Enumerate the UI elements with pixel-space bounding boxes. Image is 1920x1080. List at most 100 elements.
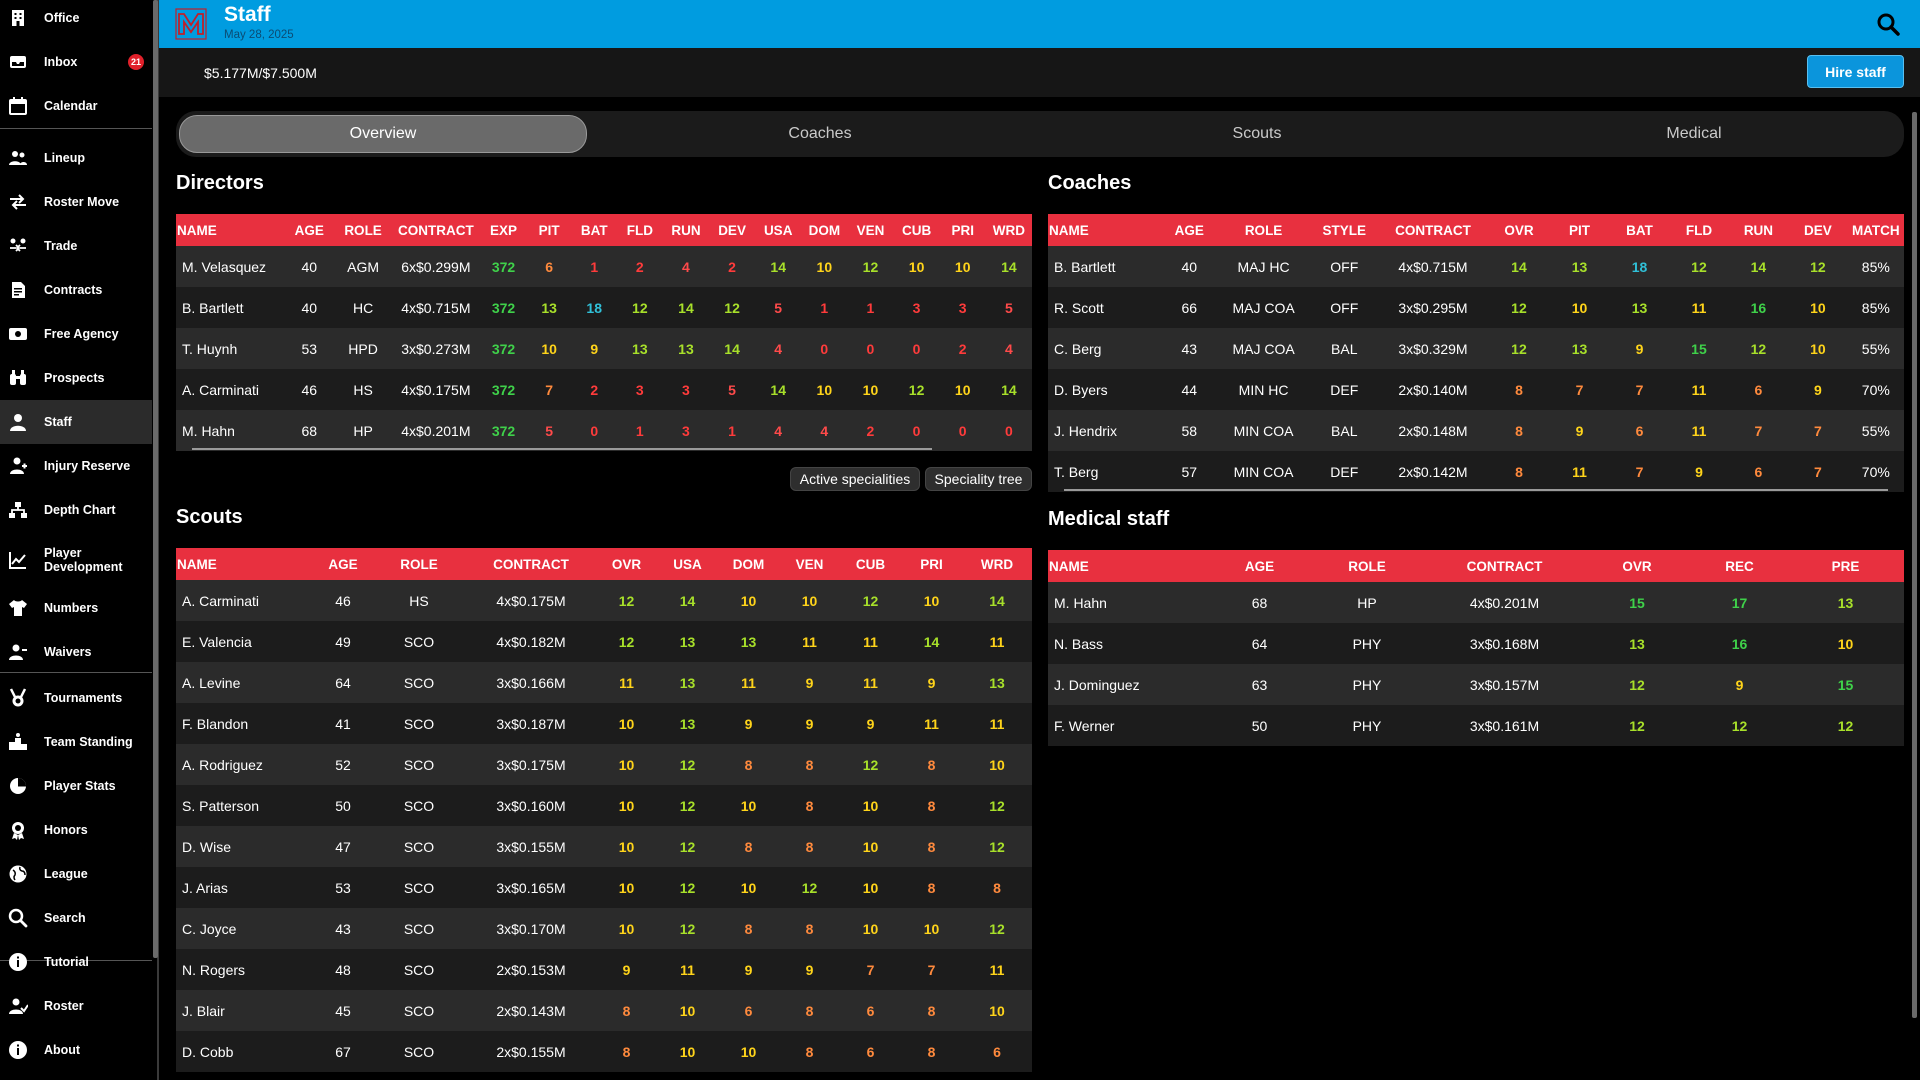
column-header-age[interactable]: AGE <box>314 548 372 580</box>
hire-staff-button[interactable]: Hire staff <box>1807 55 1904 88</box>
column-header-pit[interactable]: PIT <box>1549 214 1610 246</box>
column-header-run[interactable]: RUN <box>662 214 710 246</box>
sidebar-item-team-standing[interactable]: Team Standing <box>0 720 152 764</box>
column-header-match[interactable]: MATCH <box>1847 214 1904 246</box>
column-header-ven[interactable]: VEN <box>847 214 894 246</box>
table-row[interactable]: B. Bartlett 40 HC 4x$0.715M 372 13 18 12 14 12 5 1 1… <box>176 287 1032 328</box>
sidebar-item-honors[interactable]: Honors <box>0 808 152 852</box>
table-row[interactable]: D. Byers 44 MIN HC DEF 2x$0.140M 8 7 7 11 6 9 70% <box>1048 369 1904 410</box>
sidebar-item-calendar[interactable]: Calendar <box>0 84 152 128</box>
column-header-dev[interactable]: DEV <box>1788 214 1848 246</box>
table-row[interactable]: A. Carminati 46 HS 4x$0.175M 12 14 10 10 12 10 14 <box>176 580 1032 621</box>
table-row[interactable]: M. Hahn 68 HP 4x$0.201M 15 17 13 <box>1048 582 1904 623</box>
table-row[interactable]: J. Blair 45 SCO 2x$0.143M 8 10 6 8 6 8 10 <box>176 990 1032 1031</box>
sidebar-item-free-agency[interactable]: Free Agency <box>0 312 152 356</box>
table-row[interactable]: M. Hahn 68 HP 4x$0.201M 372 5 0 1 3 1 4 4 2 0 0 0 <box>176 410 1032 451</box>
column-header-role[interactable]: ROLE <box>1215 214 1312 246</box>
column-header-age[interactable]: AGE <box>1162 214 1216 246</box>
column-header-age[interactable]: AGE <box>1212 550 1307 582</box>
table-row[interactable]: N. Rogers 48 SCO 2x$0.153M 9 11 9 9 7 7 11 <box>176 949 1032 990</box>
column-header-ovr[interactable]: OVR <box>1582 550 1692 582</box>
table-row[interactable]: M. Velasquez 40 AGM 6x$0.299M 372 6 1 2 4 2 14 10 12… <box>176 246 1032 287</box>
table-row[interactable]: J. Hendrix 58 MIN COA BAL 2x$0.148M 8 9 6 11 7 7 55… <box>1048 410 1904 451</box>
table-row[interactable]: A. Levine 64 SCO 3x$0.166M 11 13 11 9 11 9 13 <box>176 662 1032 703</box>
table-row[interactable]: S. Patterson 50 SCO 3x$0.160M 10 12 10 8 10 8 12 <box>176 785 1032 826</box>
column-header-pre[interactable]: PRE <box>1787 550 1904 582</box>
column-header-name[interactable]: NAME <box>176 548 314 580</box>
table-row[interactable]: C. Joyce 43 SCO 3x$0.170M 10 12 8 8 10 10 12 <box>176 908 1032 949</box>
sidebar-item-about[interactable]: About <box>0 1028 152 1072</box>
sidebar-item-staff[interactable]: Staff <box>0 400 152 444</box>
table-row[interactable]: N. Bass 64 PHY 3x$0.168M 13 16 10 <box>1048 623 1904 664</box>
column-header-bat[interactable]: BAT <box>571 214 617 246</box>
table-row[interactable]: A. Rodriguez 52 SCO 3x$0.175M 10 12 8 8 12 8 10 <box>176 744 1032 785</box>
active-specialities-button[interactable]: Active specialities <box>790 467 920 491</box>
sidebar-item-office[interactable]: Office <box>0 0 152 40</box>
sidebar-item-search[interactable]: Search <box>0 896 152 940</box>
column-header-contract[interactable]: CONTRACT <box>466 548 596 580</box>
search-icon[interactable] <box>1876 12 1900 36</box>
tab-medical[interactable]: Medical <box>1666 125 1722 142</box>
sidebar-item-roster-move[interactable]: Roster Move <box>0 180 152 224</box>
column-header-contract[interactable]: CONTRACT <box>1377 214 1489 246</box>
column-header-cub[interactable]: CUB <box>840 548 901 580</box>
sidebar-item-roster[interactable]: Roster <box>0 984 152 1028</box>
table-row[interactable]: D. Cobb 67 SCO 2x$0.155M 8 10 10 8 6 8 6 <box>176 1031 1032 1072</box>
column-header-run[interactable]: RUN <box>1728 214 1789 246</box>
table-row[interactable]: C. Berg 43 MAJ COA BAL 3x$0.329M 12 13 9 15 12 10 5… <box>1048 328 1904 369</box>
column-header-dev[interactable]: DEV <box>709 214 756 246</box>
tab-scouts[interactable]: Scouts <box>1232 125 1282 142</box>
column-header-pit[interactable]: PIT <box>526 214 572 246</box>
table-row[interactable]: T. Huynh 53 HPD 3x$0.273M 372 10 9 13 13 14 4 0 0 0 2 4 <box>176 328 1032 369</box>
table-row[interactable]: J. Arias 53 SCO 3x$0.165M 10 12 10 12 10 8 8 <box>176 867 1032 908</box>
column-header-name[interactable]: NAME <box>176 214 284 246</box>
column-header-age[interactable]: AGE <box>283 214 335 246</box>
speciality-tree-button[interactable]: Speciality tree <box>925 467 1032 491</box>
sidebar-item-depth-chart[interactable]: Depth Chart <box>0 488 152 532</box>
column-header-pri[interactable]: PRI <box>939 214 986 246</box>
sidebar-item-waivers[interactable]: Waivers <box>0 630 152 674</box>
sidebar-item-tournaments[interactable]: Tournaments <box>0 676 152 720</box>
column-header-dom[interactable]: DOM <box>801 214 848 246</box>
table-row[interactable]: J. Dominguez 63 PHY 3x$0.157M 12 9 15 <box>1048 664 1904 705</box>
column-header-cub[interactable]: CUB <box>893 214 940 246</box>
column-header-dom[interactable]: DOM <box>718 548 779 580</box>
sidebar-item-player-development[interactable]: Player Development <box>0 538 152 582</box>
coaches-horizontal-scrollbar[interactable] <box>1064 489 1888 491</box>
sidebar-item-trade[interactable]: Trade <box>0 224 152 268</box>
sidebar-item-lineup[interactable]: Lineup <box>0 136 152 180</box>
column-header-bat[interactable]: BAT <box>1609 214 1670 246</box>
column-header-usa[interactable]: USA <box>755 214 802 246</box>
table-row[interactable]: R. Scott 66 MAJ COA OFF 3x$0.295M 12 10 13 11 16 1… <box>1048 287 1904 328</box>
table-row[interactable]: E. Valencia 49 SCO 4x$0.182M 12 13 13 11 11 14 11 <box>176 621 1032 662</box>
tab-coaches[interactable]: Coaches <box>788 125 852 142</box>
table-row[interactable]: B. Bartlett 40 MAJ HC OFF 4x$0.715M 14 13 18 12 1… <box>1048 246 1904 287</box>
table-row[interactable]: T. Berg 57 MIN COA DEF 2x$0.142M 8 11 7 9 6 7 70% <box>1048 451 1904 492</box>
sidebar-item-numbers[interactable]: Numbers <box>0 586 152 630</box>
column-header-role[interactable]: ROLE <box>372 548 466 580</box>
main-scrollbar[interactable] <box>1912 112 1917 1018</box>
column-header-name[interactable]: NAME <box>1048 214 1163 246</box>
column-header-ovr[interactable]: OVR <box>1488 214 1550 246</box>
column-header-ven[interactable]: VEN <box>779 548 840 580</box>
column-header-role[interactable]: ROLE <box>334 214 392 246</box>
table-row[interactable]: A. Carminati 46 HS 4x$0.175M 372 7 2 3 3 5 14 10 10 1… <box>176 369 1032 410</box>
sidebar-item-prospects[interactable]: Prospects <box>0 356 152 400</box>
column-header-fld[interactable]: FLD <box>1669 214 1729 246</box>
column-header-exp[interactable]: EXP <box>480 214 527 246</box>
table-row[interactable]: F. Werner 50 PHY 3x$0.161M 12 12 12 <box>1048 705 1904 746</box>
column-header-style[interactable]: STYLE <box>1311 214 1378 246</box>
column-header-usa[interactable]: USA <box>657 548 718 580</box>
column-header-wrd[interactable]: WRD <box>985 214 1032 246</box>
sidebar-item-player-stats[interactable]: Player Stats <box>0 764 152 808</box>
column-header-fld[interactable]: FLD <box>616 214 663 246</box>
column-header-contract[interactable]: CONTRACT <box>391 214 481 246</box>
column-header-pri[interactable]: PRI <box>901 548 962 580</box>
column-header-rec[interactable]: REC <box>1692 550 1787 582</box>
table-row[interactable]: D. Wise 47 SCO 3x$0.155M 10 12 8 8 10 8 12 <box>176 826 1032 867</box>
tab-overview[interactable]: Overview <box>179 115 587 153</box>
column-header-name[interactable]: NAME <box>1048 550 1212 582</box>
column-header-contract[interactable]: CONTRACT <box>1427 550 1582 582</box>
sidebar-scrollbar[interactable] <box>153 0 158 958</box>
column-header-ovr[interactable]: OVR <box>596 548 657 580</box>
